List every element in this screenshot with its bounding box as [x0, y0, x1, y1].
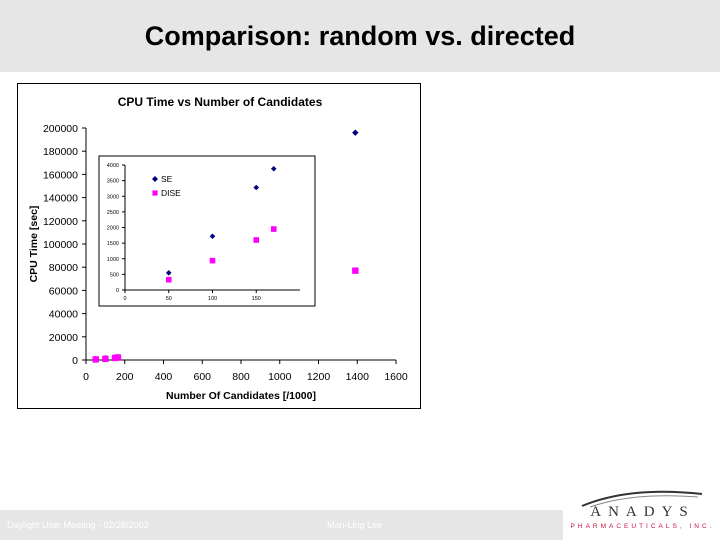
- inset-y-tick-label: 3000: [107, 194, 119, 200]
- legend-marker-se: [152, 176, 158, 182]
- y-axis-label: CPU Time [sec]: [28, 206, 40, 283]
- logo-swoosh-icon: [581, 490, 703, 508]
- y-tick-label: 20000: [49, 332, 78, 344]
- y-tick-label: 0: [72, 355, 78, 367]
- x-tick-label: 1200: [307, 371, 331, 383]
- y-tick-label: 100000: [43, 239, 78, 251]
- y-tick-label: 80000: [49, 262, 78, 274]
- logo-wordmark: ANADYS: [590, 504, 695, 520]
- inset-data-point-se: [165, 270, 172, 276]
- footer-band: [0, 510, 563, 540]
- x-tick-label: 1000: [268, 371, 292, 383]
- inset-y-tick-label: 1000: [107, 257, 119, 263]
- inset-x-tick-label: 0: [123, 296, 126, 302]
- inset-y-tick-label: 0: [116, 288, 119, 294]
- inset-x-tick-label: 150: [252, 296, 261, 302]
- company-logo: ANADYS PHARMACEUTICALS, INC.: [570, 488, 715, 538]
- inset-x-tick-label: 100: [208, 296, 217, 302]
- legend-marker-dise: [152, 190, 158, 196]
- x-axis-label: Number Of Candidates [/1000]: [166, 390, 316, 402]
- data-point-dise: [352, 267, 359, 274]
- chart-title: CPU Time vs Number of Candidates: [118, 95, 323, 109]
- slide-title: Comparison: random vs. directed: [144, 21, 576, 51]
- inset-y-tick-label: 2500: [107, 210, 119, 216]
- inset-data-point-se: [253, 184, 260, 191]
- logo-subtitle: PHARMACEUTICALS, INC.: [570, 523, 715, 530]
- inset-data-point-dise: [209, 257, 216, 264]
- inset-y-tick-label: 4000: [107, 163, 119, 169]
- x-tick-label: 1600: [384, 371, 408, 383]
- inset-y-tick-label: 1500: [107, 241, 119, 247]
- inset-x-tick-label: 50: [166, 296, 172, 302]
- inset-y-tick-label: 500: [110, 272, 119, 278]
- legend-label-dise: DISE: [161, 188, 181, 198]
- x-tick-label: 0: [83, 371, 89, 383]
- data-point-dise: [102, 355, 109, 363]
- y-tick-label: 140000: [43, 193, 78, 205]
- inset-chart-frame: [98, 155, 316, 307]
- data-point-se: [352, 129, 359, 136]
- y-tick-label: 40000: [49, 309, 78, 321]
- inset-data-point-dise: [253, 237, 260, 243]
- inset-y-tick-label: 2000: [107, 226, 119, 232]
- inset-data-point-se: [209, 233, 216, 240]
- inset-data-point-dise: [270, 226, 277, 232]
- data-point-dise: [114, 354, 122, 361]
- y-tick-label: 180000: [43, 146, 78, 158]
- footer-author: Man-Ling Lee: [327, 520, 383, 530]
- x-tick-label: 600: [193, 371, 211, 383]
- footer-event: Daylight User Meeting - 02/28/2002: [7, 520, 149, 530]
- y-tick-label: 60000: [49, 285, 78, 297]
- title-band: [0, 0, 720, 72]
- inset-y-tick-label: 3500: [107, 179, 119, 185]
- y-tick-label: 160000: [43, 169, 78, 181]
- data-point-dise: [92, 356, 99, 363]
- x-tick-label: 1400: [346, 371, 370, 383]
- x-tick-label: 200: [116, 371, 134, 383]
- y-tick-label: 200000: [43, 123, 78, 135]
- y-tick-label: 120000: [43, 216, 78, 228]
- inset-data-point-dise: [165, 276, 172, 283]
- x-tick-label: 800: [232, 371, 250, 383]
- scatter-chart: CPU Time vs Number of Candidates02000040…: [28, 95, 408, 402]
- inset-data-point-se: [270, 165, 277, 172]
- chart-frame: CPU Time vs Number of Candidates 0 20000 40…: [17, 83, 421, 409]
- legend-label-se: SE: [161, 174, 173, 184]
- x-tick-label: 400: [155, 371, 173, 383]
